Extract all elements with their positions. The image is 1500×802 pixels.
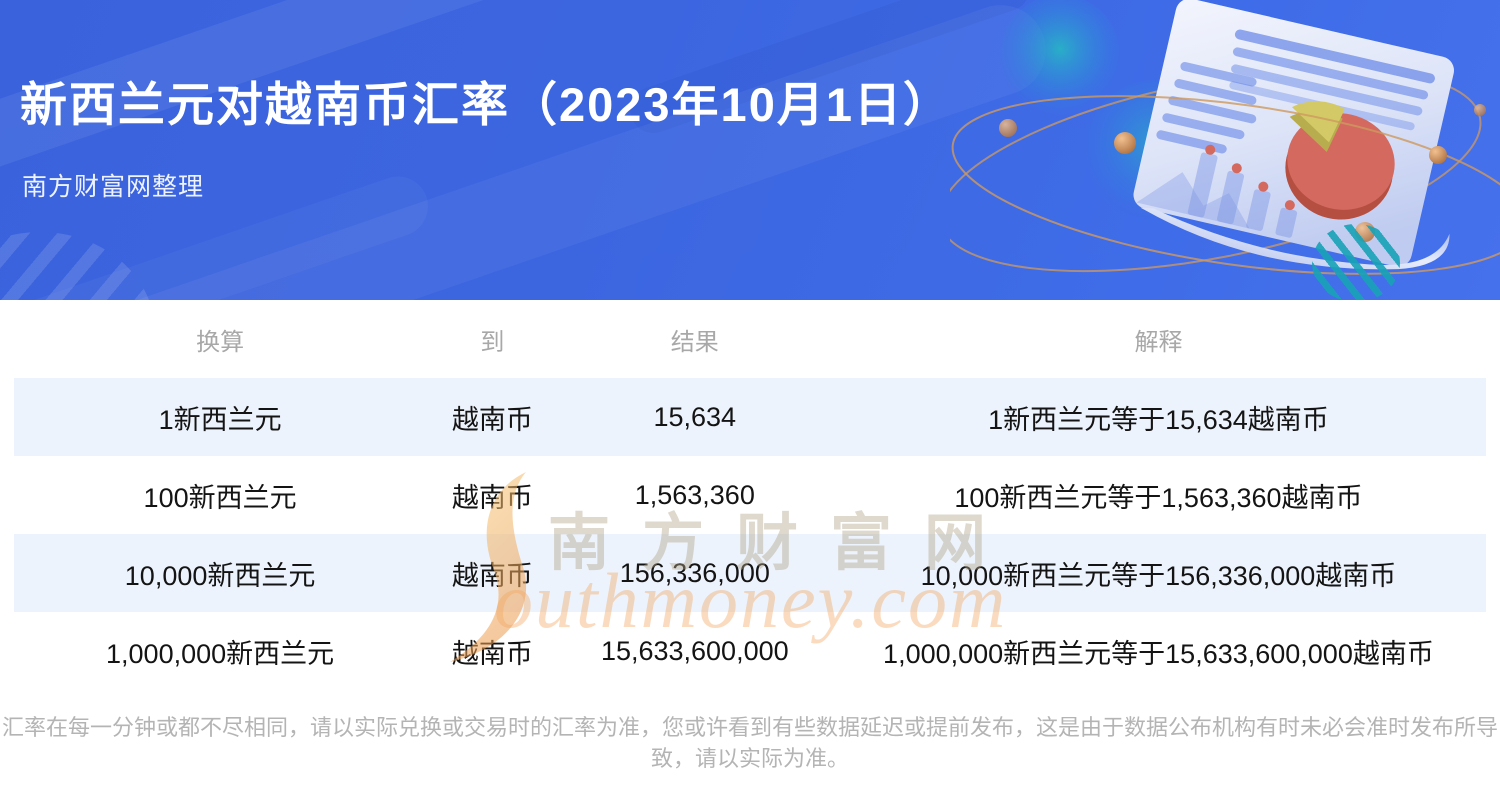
teal-blob-decoration — [1000, 0, 1120, 115]
page-title: 新西兰元对越南币汇率（2023年10月1日） — [20, 78, 952, 131]
header-result: 结果 — [670, 328, 719, 356]
cell-amount: 100新西兰元 — [143, 482, 297, 513]
cell-result: 15,633,600,000 — [600, 635, 789, 666]
cell-currency: 越南币 — [451, 638, 533, 669]
table-row: 10,000新西兰元 越南币 156,336,000 10,000新西兰元等于1… — [14, 534, 1486, 612]
cell-amount: 10,000新西兰元 — [124, 560, 316, 591]
cell-result: 156,336,000 — [619, 557, 770, 588]
mountain-chart-icon — [1136, 172, 1250, 229]
disclaimer-text: 汇率在每一分钟或都不尽相同，请以实际兑换或交易时的汇率为准，您或许看到有些数据延… — [2, 715, 1499, 771]
table-header-row: 换算 到 结果 解释 — [14, 300, 1486, 378]
header-to: 到 — [480, 328, 505, 356]
pie-chart-icon — [1285, 101, 1395, 220]
table-row: 1新西兰元 越南币 15,634 1新西兰元等于15,634越南币 — [14, 378, 1486, 456]
cell-amount: 1,000,000新西兰元 — [106, 638, 335, 669]
bar-chart-icon — [1187, 144, 1298, 238]
cell-explanation: 1,000,000新西兰元等于15,633,600,000越南币 — [883, 638, 1434, 669]
cell-explanation: 100新西兰元等于1,563,360越南币 — [954, 482, 1363, 513]
document-text-lines — [1156, 61, 1257, 154]
cell-result: 1,563,360 — [634, 479, 755, 510]
finance-document-illustration — [950, 0, 1500, 275]
table-row: 1,000,000新西兰元 越南币 15,633,600,000 1,000,0… — [14, 612, 1486, 690]
header-banner: 新西兰元对越南币汇率（2023年10月1日） 南方财富网整理 — [0, 0, 1500, 300]
exchange-rate-table: 换算 到 结果 解释 1新西兰元 越南币 15,634 1新西兰元等于15,63… — [14, 300, 1486, 690]
source-label: 南方财富网整理 — [22, 173, 205, 201]
orbit-line-decoration — [951, 95, 1500, 275]
document-sheet — [1133, 0, 1454, 270]
header-explanation: 解释 — [1134, 328, 1183, 356]
cell-explanation: 1新西兰元等于15,634越南币 — [988, 404, 1329, 435]
cell-result: 15,634 — [653, 401, 737, 432]
striped-circle-decoration — [1312, 224, 1400, 300]
cell-currency: 越南币 — [451, 404, 533, 435]
cell-currency: 越南币 — [451, 560, 533, 591]
table-row: 100新西兰元 越南币 1,563,360 100新西兰元等于1,563,360… — [14, 456, 1486, 534]
page-curl — [1140, 207, 1450, 270]
header-conversion: 换算 — [196, 328, 245, 356]
cell-currency: 越南币 — [451, 482, 533, 513]
cell-explanation: 10,000新西兰元等于156,336,000越南币 — [920, 560, 1397, 591]
cell-amount: 1新西兰元 — [158, 404, 282, 435]
